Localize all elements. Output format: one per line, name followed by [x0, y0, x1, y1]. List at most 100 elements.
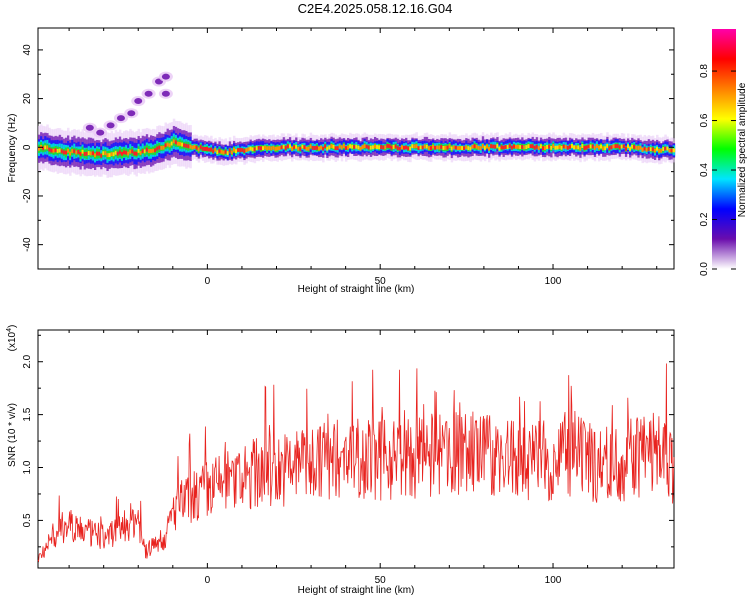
heat-core	[662, 147, 665, 152]
snr-y-multiplier: (x104)	[6, 325, 18, 352]
heat-core	[280, 145, 284, 150]
heat-core	[459, 146, 462, 150]
heat-core	[52, 148, 55, 153]
heat-core	[626, 144, 630, 149]
heat-core	[154, 148, 157, 153]
heat-core	[620, 144, 624, 149]
heat-core	[411, 144, 414, 149]
heat-core	[579, 146, 582, 151]
heat-core	[519, 145, 522, 150]
snr-series	[37, 363, 675, 563]
heat-blob	[144, 90, 153, 97]
heat-core	[548, 144, 551, 149]
heat-core	[492, 144, 495, 149]
heat-core	[641, 147, 644, 152]
heat-core	[546, 145, 549, 149]
heat-core	[135, 151, 138, 156]
heat-blob	[134, 98, 143, 105]
heat-core	[71, 149, 74, 154]
heat-core	[268, 146, 271, 150]
heat-core	[359, 146, 362, 151]
heat-core	[93, 153, 97, 158]
heat-core	[618, 145, 622, 150]
heat-core	[220, 149, 223, 154]
y-tick-label: 1.5	[22, 407, 33, 421]
heat-core	[670, 148, 674, 153]
heat-core	[73, 149, 76, 154]
heat-core	[118, 150, 122, 155]
heat-core	[593, 145, 597, 150]
heat-core	[573, 145, 576, 150]
heat-core	[446, 145, 450, 150]
heat-blob	[106, 122, 115, 129]
heat-core	[249, 146, 253, 151]
heat-core	[363, 144, 367, 149]
heat-core	[664, 146, 667, 151]
heat-core	[490, 144, 493, 149]
colorbar-tick-label: 0.8	[699, 64, 710, 78]
heat-core	[344, 146, 348, 151]
heat-core	[552, 144, 555, 148]
heat-core	[442, 145, 445, 150]
heat-core	[355, 144, 358, 149]
heat-core	[438, 145, 441, 150]
heat-core	[176, 141, 180, 146]
heat-core	[589, 144, 593, 149]
heat-core	[510, 145, 514, 150]
heat-blob	[96, 129, 105, 136]
heat-core	[259, 146, 263, 151]
heat-core	[189, 144, 192, 149]
heat-core	[461, 146, 464, 150]
heat-core	[483, 146, 487, 150]
heat-core	[125, 150, 128, 155]
heat-core	[473, 144, 476, 149]
heat-core	[537, 146, 541, 150]
heat-core	[114, 150, 118, 155]
heat-core	[577, 145, 580, 150]
heat-core	[469, 146, 472, 151]
heat-core	[485, 144, 489, 149]
heat-core	[429, 146, 433, 150]
heat-core	[568, 144, 572, 149]
heat-core	[415, 144, 418, 149]
heat-core	[452, 145, 456, 150]
heat-core	[102, 151, 105, 156]
heat-core	[127, 151, 130, 156]
x-tick-label: 50	[375, 575, 387, 586]
spectrogram-y-ticks: -40 -20 0 20 40	[22, 44, 674, 270]
heat-core	[145, 147, 149, 152]
heat-core	[556, 145, 559, 150]
snr-y-ticks: 0.5 1.0 1.5 2.0	[22, 334, 674, 548]
heat-core	[400, 145, 404, 150]
heat-core	[388, 144, 391, 149]
heat-core	[216, 150, 219, 155]
heat-core	[440, 144, 443, 149]
heat-core	[288, 144, 292, 149]
heat-core	[564, 145, 568, 149]
heat-core	[112, 152, 116, 157]
heat-core	[517, 144, 520, 149]
heat-core	[502, 145, 506, 150]
heat-core	[50, 148, 53, 153]
heat-core	[257, 145, 261, 150]
heat-core	[349, 144, 352, 149]
heat-core	[64, 150, 68, 155]
y-tick-label: 0.5	[22, 513, 33, 527]
heat-core	[604, 146, 607, 151]
heat-core	[614, 144, 618, 149]
snr-x-ticks: 0 50 100	[68, 330, 658, 586]
heat-core	[205, 147, 209, 151]
heat-core	[201, 146, 205, 151]
heat-core	[147, 149, 151, 154]
heat-core	[658, 148, 661, 153]
heat-core	[224, 149, 228, 154]
heat-core	[332, 144, 335, 149]
heat-core	[378, 145, 381, 150]
heat-core	[38, 146, 41, 151]
y-tick-label: 1.0	[22, 460, 33, 474]
heat-core	[376, 145, 379, 149]
heat-core	[232, 147, 236, 152]
heat-blob	[161, 90, 170, 97]
heat-core	[544, 146, 547, 150]
heat-core	[635, 145, 638, 150]
